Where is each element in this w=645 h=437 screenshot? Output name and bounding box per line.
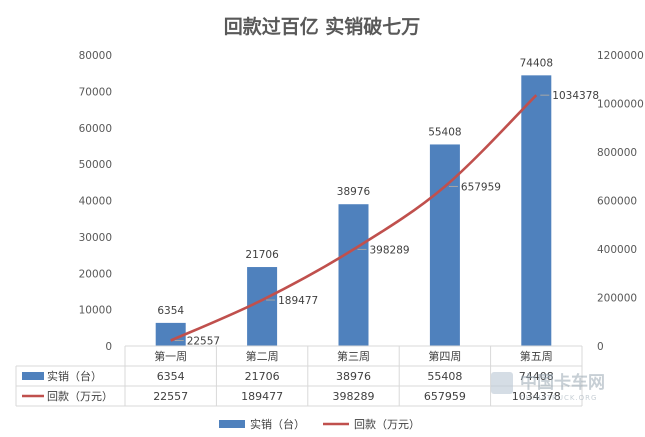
left-axis-tick-label: 70000	[79, 86, 112, 98]
table-cell: 657959	[424, 390, 466, 403]
chart-title: 回款过百亿 实销破七万	[224, 15, 421, 38]
table-legend-bar-key	[22, 372, 44, 380]
line-series	[170, 94, 538, 342]
right-axis-tick-label: 0	[597, 341, 604, 353]
watermark-subtext: CHINATRUCK.ORG	[520, 394, 597, 402]
right-axis-tick-label: 200000	[597, 293, 637, 305]
watermark-logo: 中国卡车网 CHINATRUCK.ORG	[491, 372, 605, 402]
left-axis-tick-label: 20000	[79, 268, 112, 280]
left-axis-tick-label: 80000	[79, 50, 112, 62]
line-path	[170, 94, 538, 342]
table-cell: 74408	[519, 370, 554, 383]
line-data-label: 1034378	[552, 90, 599, 102]
legend-label: 实销（台）	[250, 417, 305, 431]
table-cell: 398289	[333, 390, 375, 403]
left-axis-tick-label: 30000	[79, 232, 112, 244]
bar	[155, 322, 186, 346]
bar-data-label: 55408	[428, 126, 461, 138]
table-cell: 55408	[427, 370, 462, 383]
watermark-text: 中国卡车网	[520, 372, 605, 393]
right-axis-tick-label: 1200000	[597, 50, 644, 62]
line-data-label: 22557	[187, 336, 220, 348]
category-label: 第五周	[520, 349, 553, 363]
watermark-truck-icon	[491, 372, 513, 394]
right-axis-tick-label: 600000	[597, 196, 637, 208]
line-data-label: 189477	[278, 295, 318, 307]
table-cell: 21706	[245, 370, 280, 383]
line-data-label: 398289	[370, 244, 410, 256]
left-axis-tick-label: 0	[105, 341, 112, 353]
legend: 实销（台） 回款（万元）	[219, 417, 420, 431]
right-axis-tick-label: 400000	[597, 244, 637, 256]
table-row-label: 回款（万元）	[47, 389, 113, 403]
bar-data-label: 21706	[245, 249, 279, 261]
right-axis-tick-label: 800000	[597, 147, 637, 159]
table-cell: 1034378	[512, 390, 561, 403]
table-cell: 38976	[336, 370, 371, 383]
table-cell: 189477	[241, 390, 283, 403]
bar-series	[155, 75, 552, 347]
bar	[521, 75, 552, 347]
bar-data-label: 74408	[520, 57, 553, 69]
bar	[247, 267, 278, 346]
left-axis-tick-label: 50000	[79, 159, 112, 171]
bar-data-label: 38976	[337, 186, 371, 198]
bar-data-label: 6354	[157, 305, 184, 317]
right-axis-tick-label: 1000000	[597, 99, 644, 111]
table-row-label: 实销（台）	[47, 369, 102, 383]
left-axis-tick-label: 60000	[79, 123, 112, 135]
bar	[429, 144, 460, 346]
right-axis-ticks: 0 200000 400000 600000 800000 1000000 1200000	[597, 50, 644, 353]
left-axis-tick-label: 40000	[79, 196, 112, 208]
data-labels: 6354 21706 38976 55408 74408 22557 189477 39828…	[157, 57, 599, 347]
category-label: 第二周	[246, 349, 279, 363]
table-cell: 22557	[153, 390, 188, 403]
table-cell: 6354	[157, 370, 185, 383]
bar	[338, 204, 369, 346]
category-label: 第一周	[154, 349, 187, 363]
category-label: 第四周	[428, 349, 461, 363]
left-axis-tick-label: 10000	[79, 305, 112, 317]
line-data-label: 657959	[461, 181, 501, 193]
left-axis-ticks: 0 10000 20000 30000 40000 50000 60000 70000 8000…	[79, 50, 112, 353]
legend-bar-key	[219, 420, 245, 428]
legend-label: 回款（万元）	[354, 417, 420, 431]
category-label: 第三周	[337, 349, 370, 363]
